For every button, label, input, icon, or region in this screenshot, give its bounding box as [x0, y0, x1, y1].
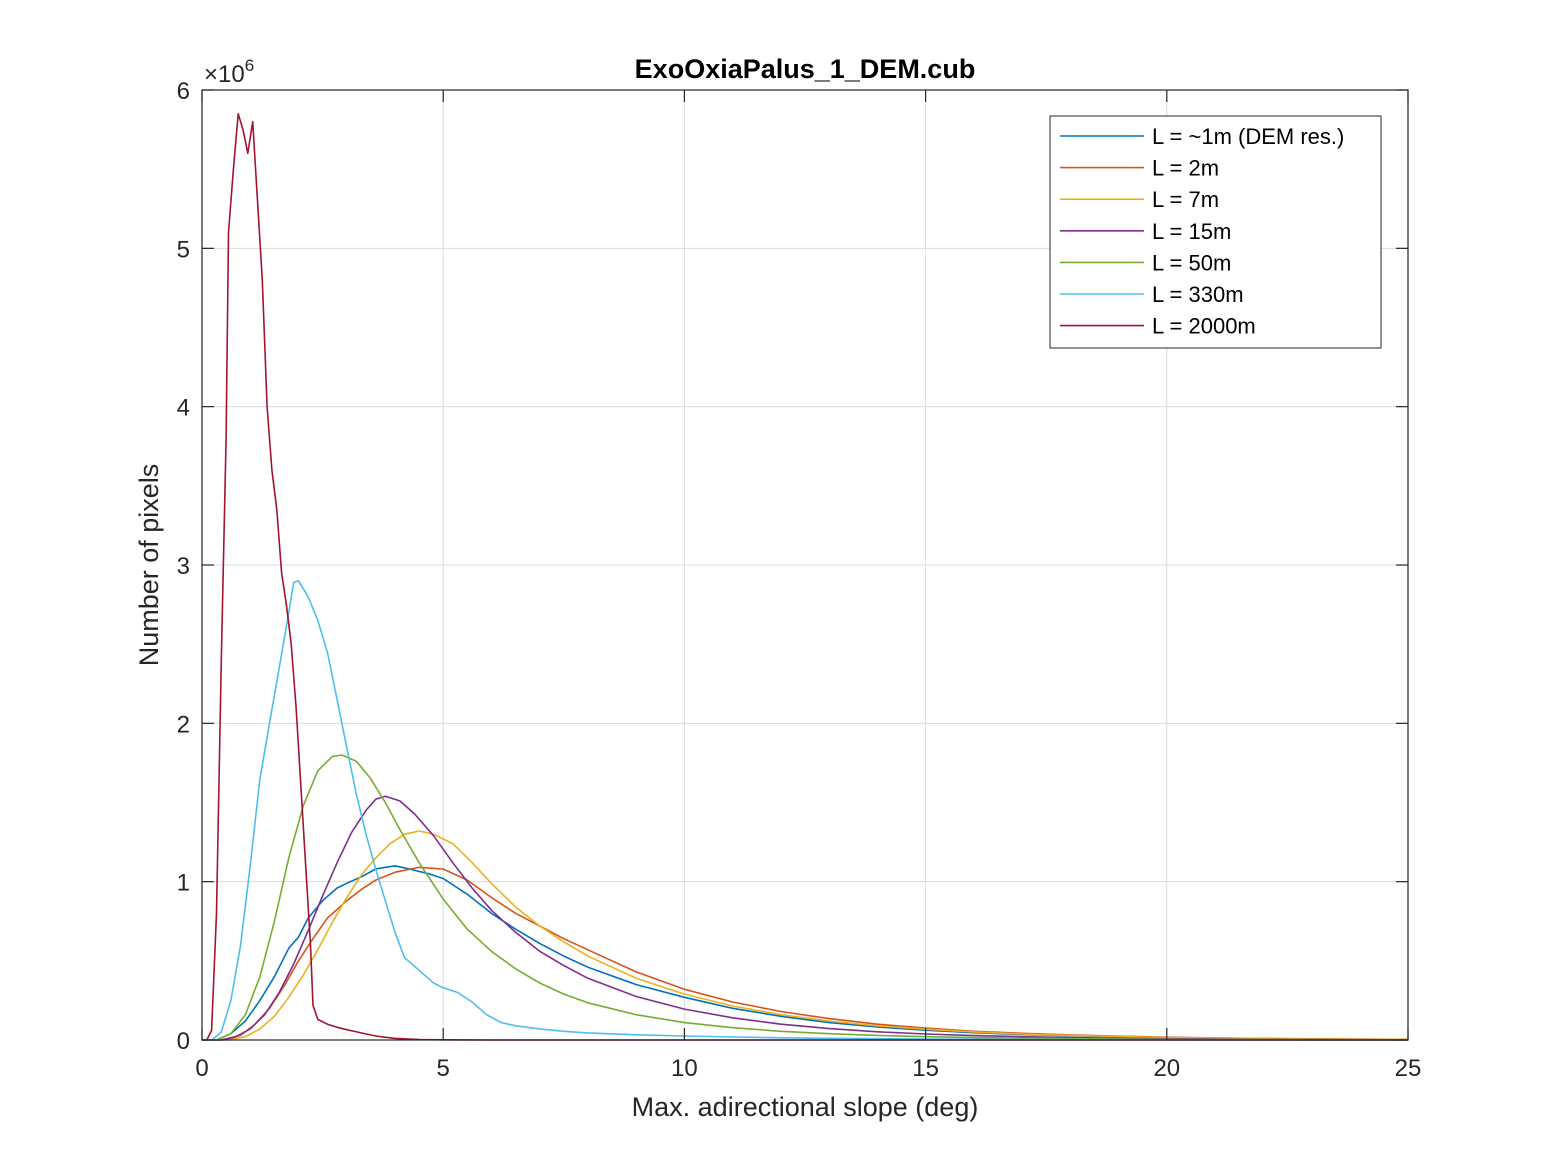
- series-line: [202, 579, 1408, 1041]
- legend-label: L = 7m: [1152, 187, 1219, 212]
- y-exponent-power: 6: [245, 56, 254, 75]
- x-tick-label: 20: [1153, 1055, 1180, 1082]
- y-exponent-base: ×10: [204, 61, 245, 88]
- legend-box: [1049, 115, 1382, 349]
- series-line: [202, 795, 1409, 1041]
- x-tick-label: 0: [195, 1055, 208, 1082]
- chart-title: ExoOxiaPalus_1_DEM.cub: [635, 54, 976, 84]
- x-tick-label: 5: [437, 1055, 450, 1082]
- x-axis-label: Max. adirectional slope (deg): [632, 1092, 979, 1122]
- y-axis-label: Number of pixels: [134, 464, 164, 667]
- y-tick-label: 1: [177, 870, 190, 897]
- x-tick-label: 25: [1395, 1055, 1422, 1082]
- y-tick-label: 3: [177, 553, 190, 580]
- legend-label: L = 2m: [1152, 156, 1219, 181]
- series-layer: [202, 113, 1409, 1041]
- series-line: [202, 113, 1408, 1041]
- legend-label: L = 2000m: [1152, 314, 1256, 339]
- legend-label: L = 330m: [1152, 282, 1244, 307]
- legend-label: L = 50m: [1152, 250, 1231, 275]
- x-tick-labels: 0 5 10 15 20 25: [195, 1055, 1421, 1082]
- x-tick-label: 10: [671, 1055, 698, 1082]
- y-tick-labels: 0 1 2 3 4 5 6: [177, 78, 190, 1055]
- y-axis-exponent: ×106: [204, 56, 254, 88]
- legend: L = ~1m (DEM res.) L = 2m L = 7m L = 15m L =…: [1049, 115, 1382, 349]
- legend-items: L = ~1m (DEM res.) L = 2m L = 7m L = 15m L =…: [1060, 124, 1344, 339]
- y-tick-label: 6: [177, 78, 190, 105]
- y-tick-label: 4: [177, 395, 190, 422]
- tick-marks: [201, 89, 1409, 1041]
- series-line: [202, 830, 1409, 1041]
- legend-label: L = ~1m (DEM res.): [1152, 124, 1344, 149]
- y-tick-label: 0: [177, 1028, 190, 1055]
- y-tick-label: 2: [177, 711, 190, 738]
- legend-label: L = 15m: [1152, 219, 1231, 244]
- x-tick-label: 15: [912, 1055, 939, 1082]
- y-tick-label: 5: [177, 236, 190, 263]
